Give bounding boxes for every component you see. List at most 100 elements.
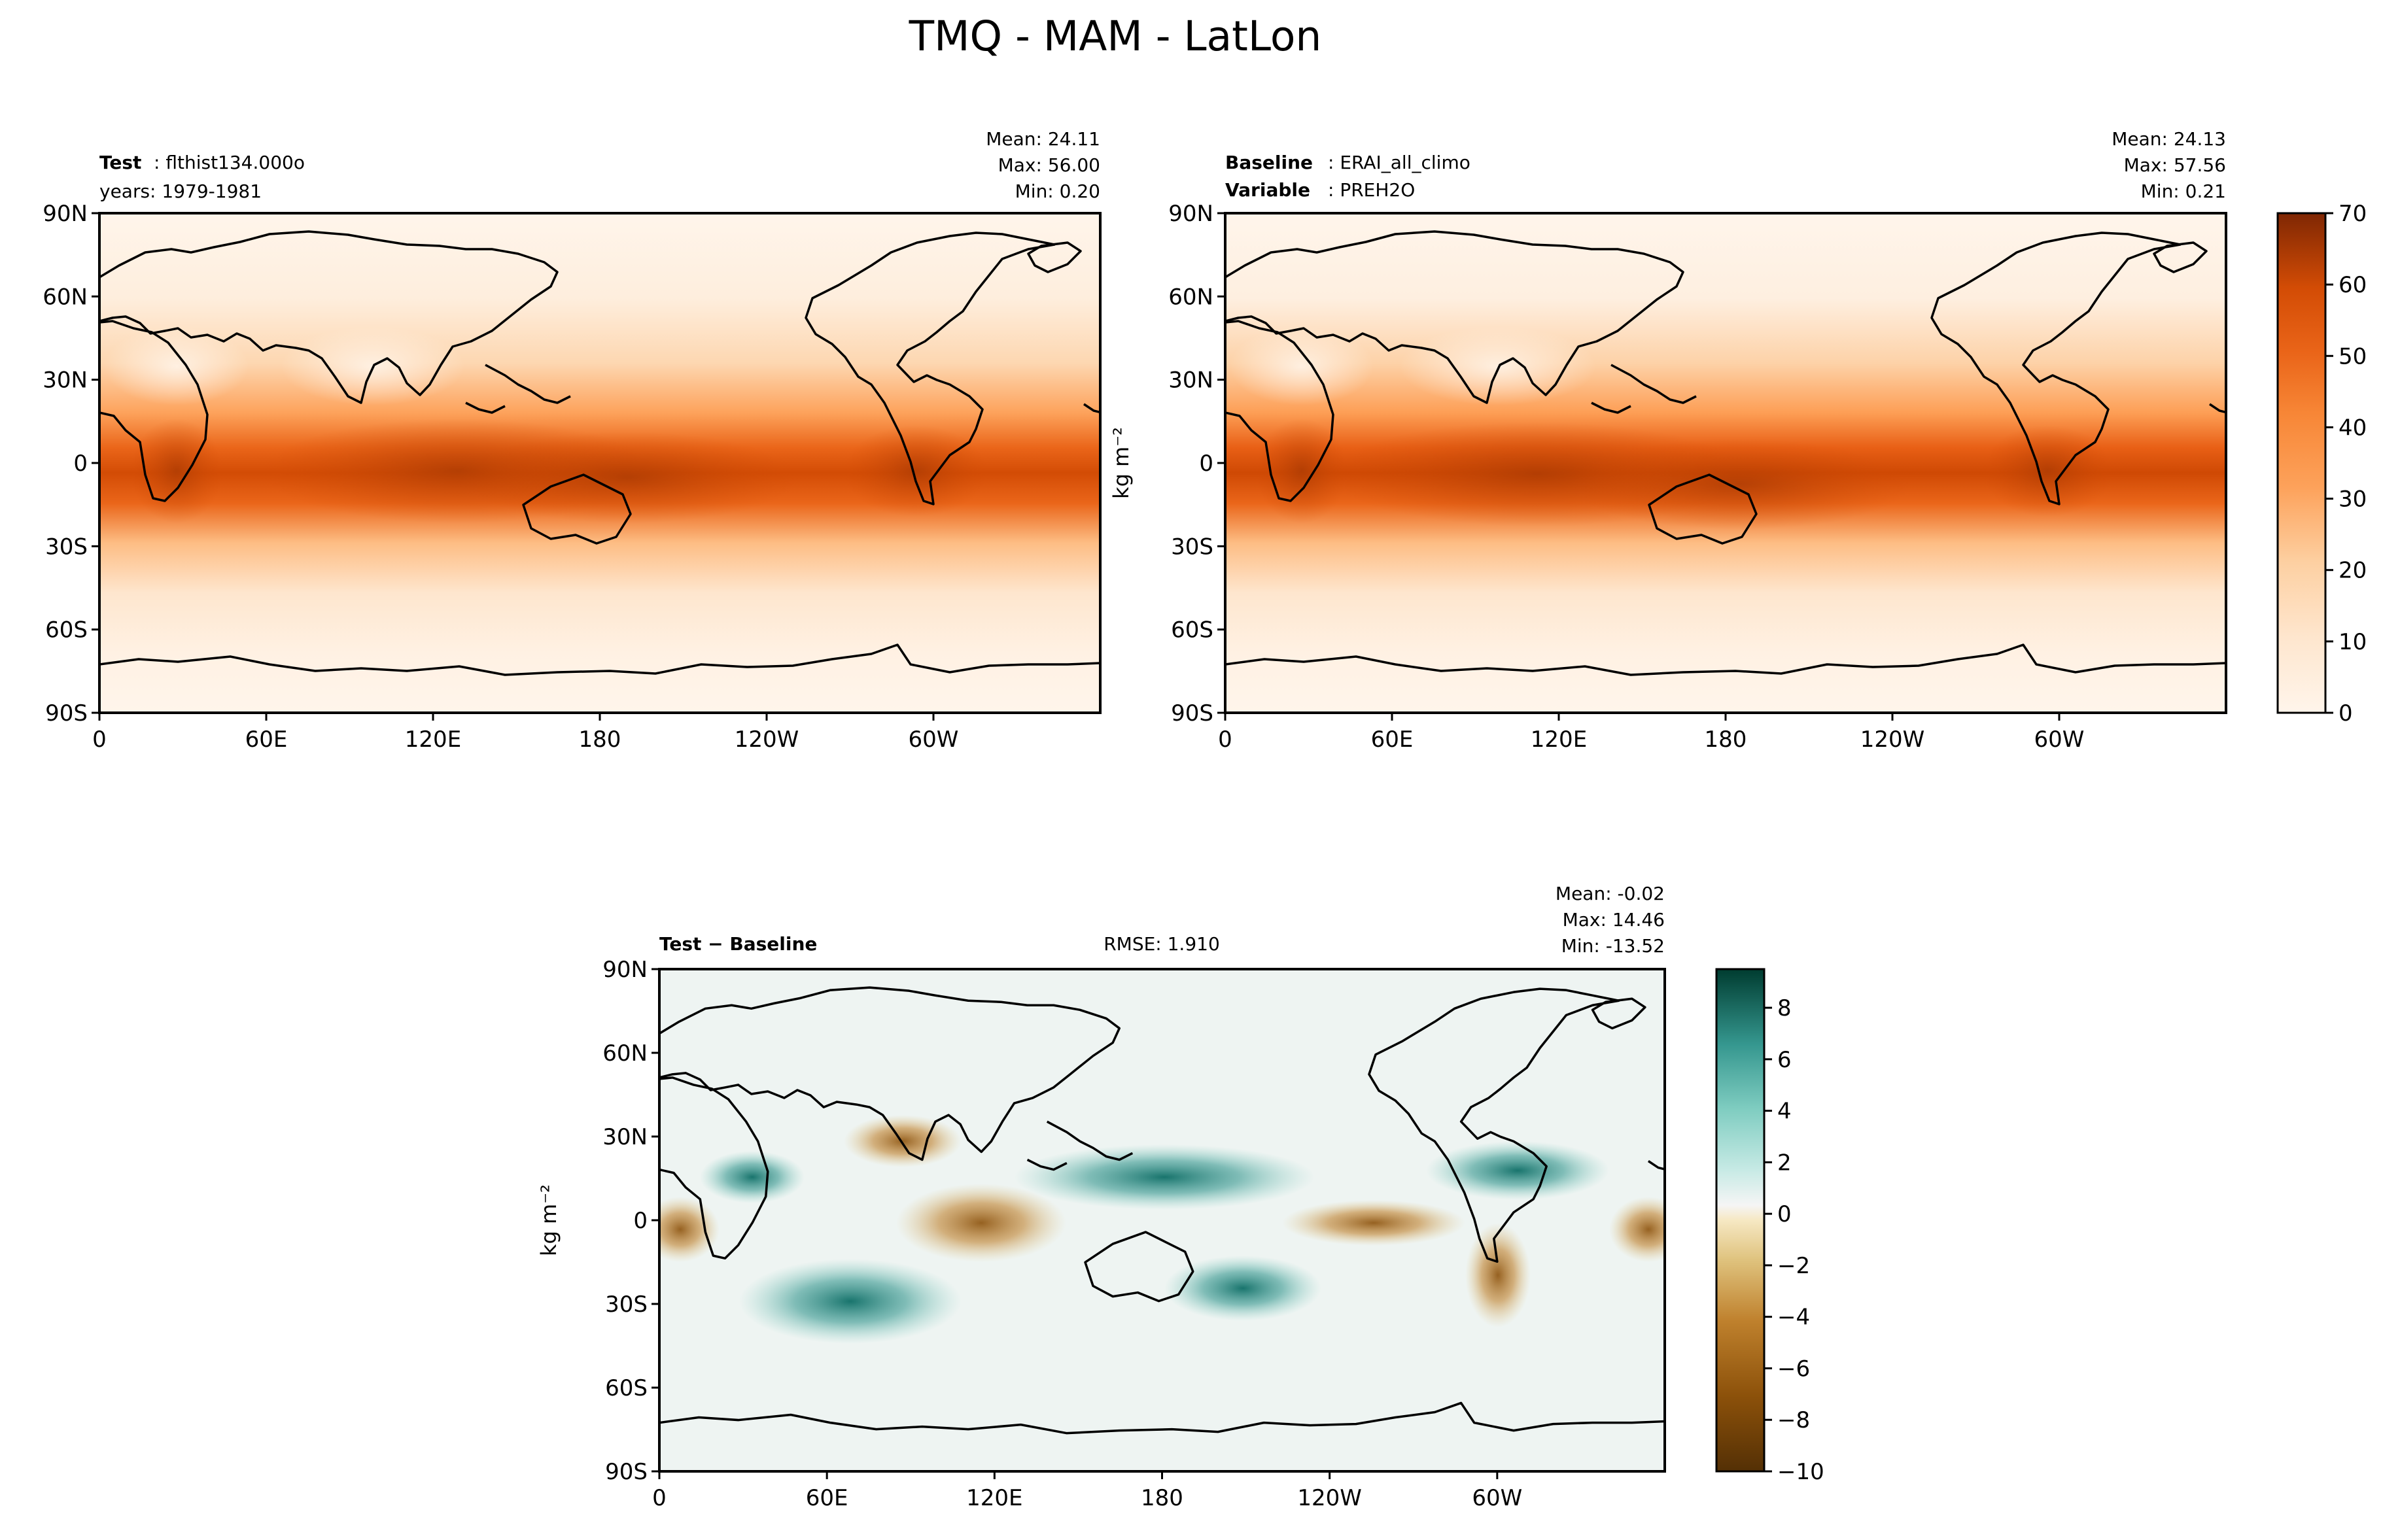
difference-min: Min: -13.52 [1561,935,1665,957]
difference-lon-tick-label: 120W [1297,1485,1362,1511]
test-lat-tick-label: 0 [73,451,88,477]
colorbar-top-tick-label: 0 [2339,700,2353,727]
colorbar-bottom-tick-label: 4 [1777,1099,1792,1125]
test-lat-tick-label: 30S [45,534,88,560]
baseline-lat-tick-label: 0 [1199,451,1213,477]
test-field [99,213,1100,713]
panel-baseline: Baseline : ERAI_all_climo Variable : PRE… [1109,128,2227,753]
difference-lat-tick-label: 90S [605,1459,648,1485]
baseline-variable-value: : PREH2O [1328,179,1415,201]
test-lon-tick-label: 0 [92,727,107,753]
difference-field [659,969,1665,1471]
colorbar-top-tick-label: 10 [2339,629,2367,655]
difference-lat-tick-label: 30S [605,1292,648,1318]
figure-title: TMQ - MAM - LatLon [909,12,1322,60]
colorbar-bottom-tick-label: 8 [1777,995,1792,1021]
test-lon-tick-label: 60W [909,727,959,753]
colorbar-bottom-tick-label: 0 [1777,1201,1792,1227]
baseline-lat-tick-label: 90S [1171,700,1213,727]
baseline-title-value: : ERAI_all_climo [1328,152,1470,173]
baseline-title-text: ERAI_all_climo [1340,152,1470,173]
colorbar-top-tick-label: 50 [2339,343,2367,369]
colorbar-bottom-tick-label: 2 [1777,1150,1792,1176]
test-lat-tick-label: 60S [45,617,88,643]
test-lat-tick-label: 60N [43,284,88,310]
test-title-value: : flthist134.000o [154,152,305,173]
baseline-lat-tick-label: 30S [1171,534,1213,560]
test-lat-tick-label: 90N [43,201,88,227]
colorbar-bottom-tick-label: −8 [1777,1407,1810,1433]
test-title-text: flthist134.000o [165,152,305,173]
difference-lon-tick-label: 0 [652,1485,667,1511]
colorbar-bottom: −10 −8 −6 −4 −2 0 2 4 6 8 [1715,968,1824,1485]
test-title-colon: : [154,152,165,173]
colorbar-bottom-tick-label: −4 [1777,1305,1810,1331]
difference-lon-tick-label: 180 [1141,1485,1183,1511]
colorbar-top-tick-label: 60 [2339,272,2367,298]
difference-title: Test − Baseline [659,933,817,955]
baseline-field [1225,213,2226,713]
test-lon-tick-label: 120W [735,727,799,753]
colorbar-top: 0 10 20 30 40 50 60 70 [2276,201,2367,727]
baseline-lon-tick-label: 0 [1218,727,1232,753]
test-lon-tick-label: 180 [579,727,621,753]
baseline-lon-tick-label: 120E [1531,727,1587,753]
test-lat-tick-label: 30N [43,368,88,394]
colorbar-bottom-frame [1715,968,1765,1473]
baseline-max: Max: 57.56 [2124,154,2226,176]
test-lon-tick-label: 60E [245,727,288,753]
baseline-lon-tick-label: 60W [2034,727,2085,753]
difference-ylabel: kg m⁻² [536,1184,561,1256]
baseline-variable-colon: : [1328,179,1340,201]
colorbar-top-frame [2276,212,2327,714]
baseline-lat-tick-label: 60N [1168,284,1213,310]
colorbar-bottom-tick-label: −2 [1777,1253,1810,1279]
difference-lat-tick-label: 90N [602,957,648,983]
difference-mean: Mean: -0.02 [1556,883,1665,904]
difference-lat-tick-label: 60S [605,1375,648,1401]
colorbar-top-fill [2278,213,2325,713]
colorbar-bottom-ticks: −10 −8 −6 −4 −2 0 2 4 6 8 [1764,995,1824,1485]
difference-lon-tick-label: 120E [966,1485,1022,1511]
colorbar-top-tick-label: 30 [2339,487,2367,513]
baseline-lat-tick-label: 60S [1171,617,1213,643]
test-min: Min: 0.20 [1015,180,1100,202]
baseline-ylabel: kg m⁻² [1109,427,1134,499]
test-lon-tick-label: 120E [405,727,461,753]
test-lat-tick-label: 90S [45,700,88,727]
colorbar-top-ticks: 0 10 20 30 40 50 60 70 [2325,201,2367,727]
baseline-min: Min: 0.21 [2141,180,2226,202]
colorbar-bottom-fill [1716,969,1764,1471]
baseline-title-label: Baseline [1225,152,1313,173]
colorbar-top-tick-label: 70 [2339,201,2367,227]
baseline-mean: Mean: 24.13 [2112,128,2226,150]
colorbar-bottom-tick-label: 6 [1777,1047,1792,1073]
panel-test: Test : flthist134.000o years: 1979-1981 … [43,128,1102,753]
baseline-lat-tick-label: 90N [1168,201,1213,227]
difference-lon-tick-label: 60W [1472,1485,1522,1511]
baseline-title-colon: : [1328,152,1340,173]
test-max: Max: 56.00 [998,154,1100,176]
colorbar-bottom-tick-label: −6 [1777,1356,1810,1382]
difference-lon-tick-label: 60E [806,1485,848,1511]
test-mean: Mean: 24.11 [986,128,1100,150]
baseline-variable-text: PREH2O [1340,179,1415,201]
difference-rmse: RMSE: 1.910 [1104,933,1220,955]
test-title-label: Test [99,152,141,173]
baseline-lon-tick-label: 180 [1705,727,1747,753]
colorbar-bottom-tick-label: −10 [1777,1459,1824,1485]
difference-max: Max: 14.46 [1563,909,1665,931]
baseline-lon-tick-label: 60E [1371,727,1414,753]
baseline-lat-tick-label: 30N [1168,368,1213,394]
difference-lat-tick-label: 0 [633,1208,648,1234]
baseline-variable-label: Variable [1225,179,1310,201]
difference-lat-tick-label: 60N [602,1040,648,1067]
difference-lat-tick-label: 30N [602,1124,648,1150]
colorbar-top-tick-label: 20 [2339,558,2367,584]
test-subtitle: years: 1979-1981 [99,180,262,202]
panel-difference: Test − Baseline RMSE: 1.910 Mean: -0.02 … [536,883,1666,1511]
